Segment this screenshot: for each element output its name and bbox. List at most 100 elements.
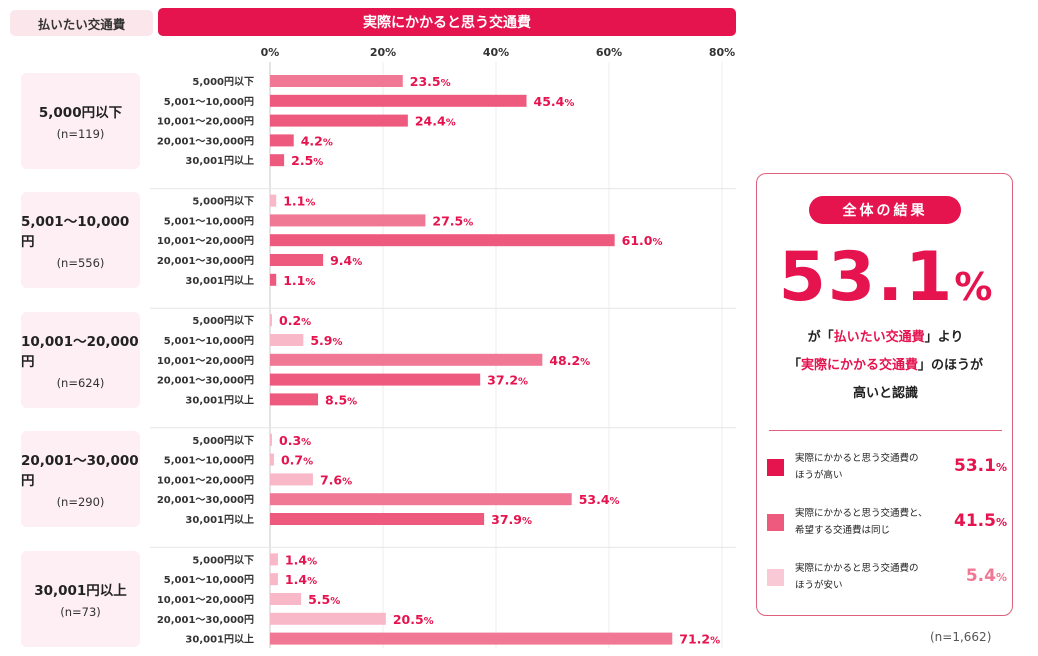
legend-text: 実際にかかると思う交通費の ほうが高い <box>795 450 945 484</box>
data-label: 45.4% <box>534 94 575 109</box>
category-label: 30,001円以上 <box>185 274 254 287</box>
data-label-unit: % <box>352 257 362 268</box>
data-label: 1.1% <box>283 194 315 209</box>
data-label-unit: % <box>305 277 315 288</box>
x-tick-label: 40% <box>483 46 509 59</box>
data-label: 1.4% <box>285 572 317 587</box>
data-label-unit: % <box>463 217 473 228</box>
data-label-value: 0.2 <box>279 313 301 328</box>
category-label: 30,001円以上 <box>185 393 254 406</box>
group-sample-size: (n=556) <box>56 256 105 271</box>
chart-title: 実際にかかると思う交通費 <box>158 8 736 36</box>
category-label: 5,000円以下 <box>192 554 254 566</box>
group-sample-size: (n=73) <box>60 605 101 619</box>
group-label: 5,001〜10,000円 (n=556) <box>21 192 140 289</box>
category-label: 20,001〜30,000円 <box>157 255 254 267</box>
legend-text: 実際にかかると思う交通費の ほうが安い <box>795 560 945 594</box>
data-label-value: 5.5 <box>308 592 330 607</box>
bar <box>270 473 313 486</box>
total-sample-size: (n=1,662) <box>930 630 992 644</box>
data-label-value: 61.0 <box>622 233 653 248</box>
legend-text-line: 実際にかかると思う交通費の <box>795 563 919 574</box>
bar <box>270 75 403 87</box>
legend-item: 実際にかかると思う交通費の ほうが高い 53.1% <box>767 450 1007 490</box>
bar <box>270 94 527 107</box>
group-name: 5,001〜10,000円 <box>21 214 130 251</box>
data-label-value: 24.4 <box>415 114 446 129</box>
data-label: 4.2% <box>301 133 333 148</box>
summary-line-1-pre: が「 <box>807 330 834 345</box>
bar <box>270 214 426 227</box>
legend-value-unit: % <box>995 516 1007 529</box>
data-label-unit: % <box>313 157 323 168</box>
category-label: 20,001〜30,000円 <box>157 375 254 387</box>
data-label-unit: % <box>301 317 311 328</box>
data-label: 9.4% <box>330 253 362 268</box>
summary-badge: 全体の結果 <box>809 196 961 224</box>
summary-line-2-pre: 「 <box>787 358 801 373</box>
summary-divider <box>769 430 1002 431</box>
data-label: 5.5% <box>308 592 340 607</box>
bar <box>270 593 302 605</box>
legend-text-line: 実際にかかると思う交通費と、 <box>795 508 928 519</box>
group-name: 10,001〜20,000円 <box>21 333 139 370</box>
category-label: 5,001〜10,000円 <box>164 335 254 347</box>
summary-line-1: が「払いたい交通費」より <box>757 324 1014 352</box>
legend-value-number: 5.4 <box>965 566 996 586</box>
category-label: 5,001〜10,000円 <box>164 574 254 586</box>
bar-chart: 0% 20% 40% 60% 80% 5,000円以下 23.5% 5,001〜10,000円… <box>150 46 736 648</box>
bar <box>270 493 572 506</box>
data-label-value: 8.5 <box>325 392 347 407</box>
category-label: 5,000円以下 <box>192 196 254 208</box>
data-label-value: 2.5 <box>291 153 313 168</box>
data-label-value: 1.1 <box>283 194 305 209</box>
legend-value-number: 53.1 <box>954 456 996 476</box>
data-label-value: 1.4 <box>285 552 307 567</box>
x-tick-label: 80% <box>709 46 735 59</box>
x-tick-label: 60% <box>596 46 622 59</box>
bar <box>270 373 481 386</box>
data-label-unit: % <box>610 496 620 507</box>
data-label-unit: % <box>332 337 342 348</box>
data-label-value: 48.2 <box>549 353 580 368</box>
data-label: 53.4% <box>579 492 620 507</box>
category-label: 30,001円以上 <box>185 154 254 167</box>
data-label-unit: % <box>342 476 352 487</box>
data-label-value: 27.5 <box>432 213 463 228</box>
data-label-unit: % <box>446 118 456 129</box>
data-label-value: 45.4 <box>534 94 565 109</box>
data-label-unit: % <box>307 556 317 567</box>
legend-value: 41.5% <box>954 511 1007 531</box>
data-label-value: 23.5 <box>410 74 441 89</box>
bar <box>270 314 272 327</box>
data-label-value: 20.5 <box>393 612 424 627</box>
bar <box>270 194 277 207</box>
group-sample-size: (n=119) <box>56 126 105 141</box>
data-label: 23.5% <box>410 74 451 89</box>
category-label: 30,001円以上 <box>185 633 254 646</box>
category-label: 10,001〜20,000円 <box>157 594 254 606</box>
bar <box>270 612 386 625</box>
summary-description: が「払いたい交通費」より 「実際にかかる交通費」のほうが 高いと認識 <box>757 324 1014 408</box>
data-label-unit: % <box>330 596 340 607</box>
data-label-unit: % <box>424 616 434 627</box>
bar <box>270 334 304 346</box>
legend-item: 実際にかかると思う交通費の ほうが安い 5.4% <box>767 560 1007 600</box>
category-label: 20,001〜30,000円 <box>157 614 254 626</box>
legend-value: 5.4% <box>966 566 1007 586</box>
data-label-unit: % <box>301 437 311 448</box>
summary-line-2: 「実際にかかる交通費」のほうが <box>757 352 1014 380</box>
category-label: 30,001円以上 <box>185 513 254 526</box>
data-label-unit: % <box>441 78 451 89</box>
data-label-value: 0.7 <box>281 453 303 468</box>
summary-big-unit: % <box>954 265 993 309</box>
legend-text: 実際にかかると思う交通費と、 希望する交通費は同じ <box>795 505 945 539</box>
data-label-value: 1.1 <box>283 273 305 288</box>
data-label: 8.5% <box>325 392 357 407</box>
data-label: 37.2% <box>487 373 528 388</box>
data-label: 27.5% <box>432 213 473 228</box>
category-label: 5,001〜10,000円 <box>164 215 254 227</box>
bar <box>270 433 272 446</box>
legend-text-line: 実際にかかると思う交通費の <box>795 453 919 464</box>
bar <box>270 513 485 525</box>
